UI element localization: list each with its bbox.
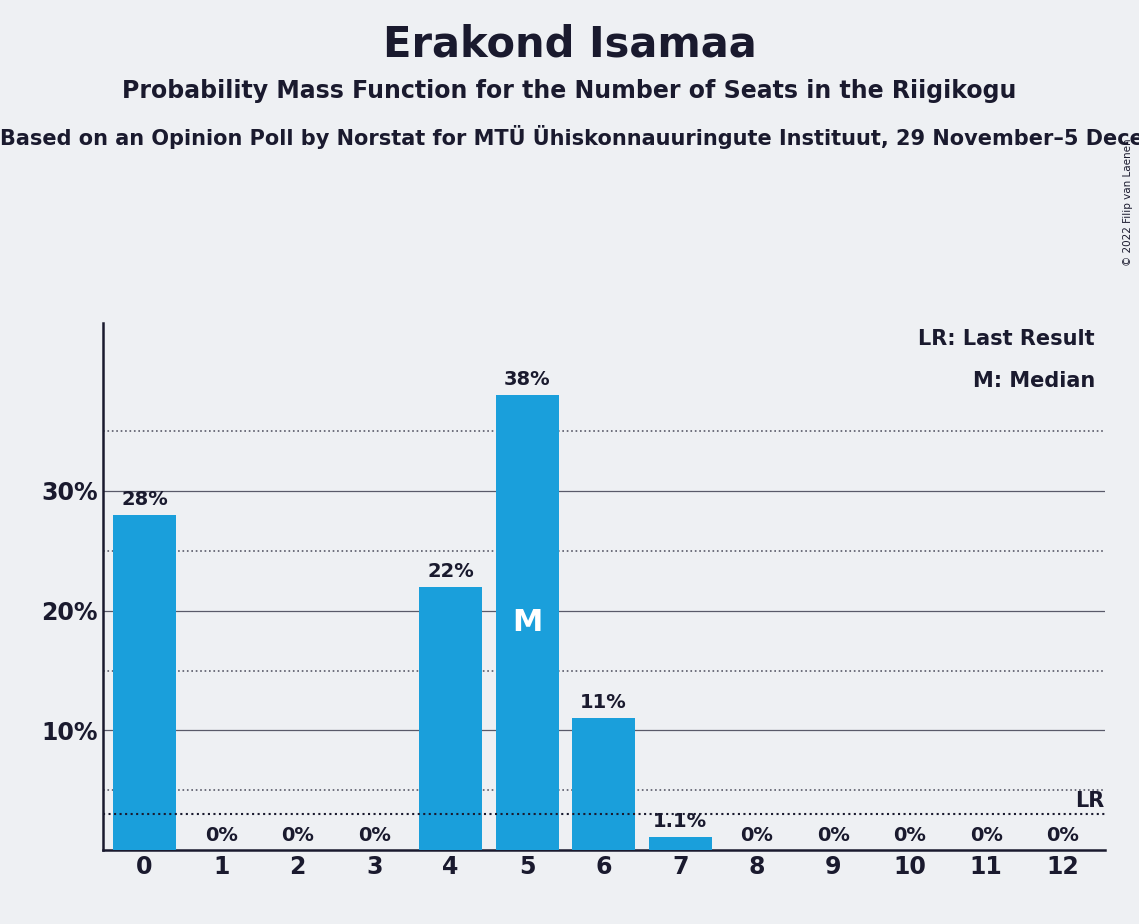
Bar [572,719,636,850]
Text: Based on an Opinion Poll by Norstat for MTÜ Ühiskonnauuringute Instituut, 29 Nov: Based on an Opinion Poll by Norstat for … [0,125,1139,149]
Text: 0%: 0% [969,826,1002,845]
Text: © 2022 Filip van Laenen: © 2022 Filip van Laenen [1123,139,1133,266]
Text: Erakond Isamaa: Erakond Isamaa [383,23,756,65]
Text: 0%: 0% [1047,826,1079,845]
Text: 1.1%: 1.1% [653,812,707,831]
Bar [113,515,175,850]
Text: 22%: 22% [427,562,474,581]
Bar [495,395,558,850]
Text: M: Median: M: Median [973,371,1095,391]
Text: 0%: 0% [740,826,773,845]
Text: 0%: 0% [281,826,314,845]
Text: 0%: 0% [205,826,238,845]
Text: LR: LR [1075,791,1105,810]
Text: LR: Last Result: LR: Last Result [918,329,1095,348]
Text: 28%: 28% [121,490,167,509]
Text: 0%: 0% [358,826,391,845]
Text: Probability Mass Function for the Number of Seats in the Riigikogu: Probability Mass Function for the Number… [122,79,1017,103]
Text: 0%: 0% [817,826,850,845]
Bar [419,587,482,850]
Text: 0%: 0% [893,826,926,845]
Text: M: M [511,608,542,638]
Text: 11%: 11% [580,693,628,712]
Bar [649,837,712,850]
Text: 38%: 38% [503,371,550,389]
